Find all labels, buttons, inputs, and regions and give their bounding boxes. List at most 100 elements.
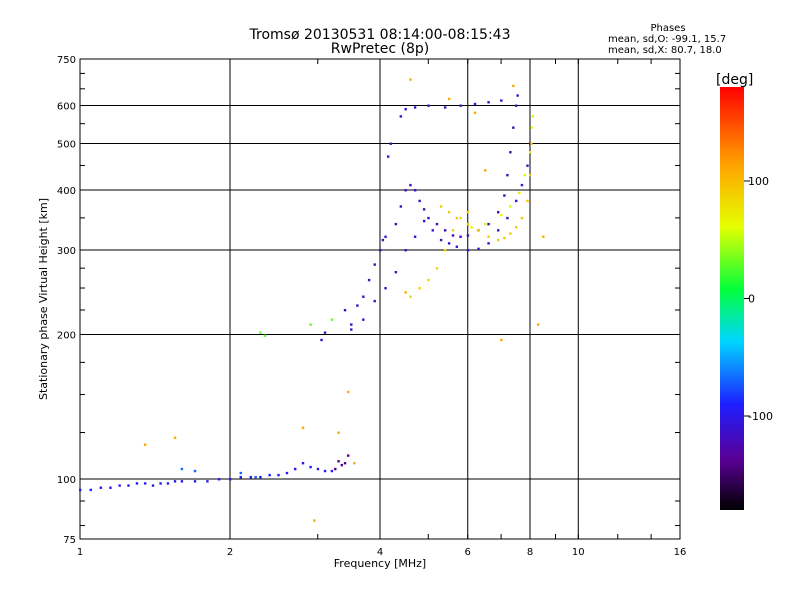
data-point xyxy=(217,478,221,481)
data-point xyxy=(427,104,430,107)
data-point xyxy=(447,242,451,245)
data-point xyxy=(334,467,337,471)
colorbar-tick-label: -100 xyxy=(748,410,773,423)
data-point xyxy=(506,216,509,220)
data-point xyxy=(466,234,470,237)
data-point xyxy=(350,323,353,326)
y-tick-label: 600 xyxy=(57,102,76,113)
data-point xyxy=(384,235,387,238)
data-point xyxy=(409,78,412,81)
phase-box-title: Phases xyxy=(650,23,686,34)
grid-lines xyxy=(80,59,680,539)
data-point xyxy=(466,222,470,226)
data-point xyxy=(259,331,262,334)
data-point xyxy=(512,126,515,129)
data-point xyxy=(530,126,533,129)
data-point xyxy=(381,238,385,242)
data-point xyxy=(413,189,417,192)
data-point xyxy=(418,287,421,290)
data-point xyxy=(451,234,455,237)
data-point xyxy=(301,426,305,429)
data-point xyxy=(346,454,350,457)
data-point xyxy=(466,249,470,252)
data-point xyxy=(384,287,387,290)
data-point xyxy=(536,323,540,326)
data-point xyxy=(447,97,451,101)
data-point xyxy=(477,247,480,251)
data-point xyxy=(394,270,398,274)
data-point xyxy=(439,205,443,208)
data-point xyxy=(193,480,197,483)
data-point xyxy=(529,151,532,154)
data-point xyxy=(404,189,407,192)
data-point xyxy=(285,471,289,475)
data-point xyxy=(254,475,257,479)
data-point xyxy=(484,222,487,226)
colorbar xyxy=(720,87,744,510)
data-point xyxy=(346,390,350,394)
data-point xyxy=(520,183,524,187)
data-point xyxy=(477,229,480,232)
data-point xyxy=(362,295,365,298)
data-point xyxy=(239,475,242,479)
data-point xyxy=(531,115,535,118)
data-point xyxy=(455,216,459,220)
data-point xyxy=(367,278,371,282)
data-point xyxy=(330,469,334,473)
data-point xyxy=(517,191,521,195)
data-point xyxy=(323,331,327,334)
data-point xyxy=(515,199,518,203)
y-tick-label: 75 xyxy=(63,535,76,546)
data-point xyxy=(229,478,232,481)
data-point xyxy=(509,205,512,208)
data-point xyxy=(316,467,320,471)
data-point xyxy=(516,94,519,97)
data-point xyxy=(487,242,490,245)
data-point xyxy=(413,235,417,238)
data-point xyxy=(135,482,139,485)
data-point xyxy=(503,236,506,240)
phase-box-line-o: mean, sd,O: -99.1, 15.7 xyxy=(608,34,727,45)
data-point xyxy=(159,482,162,485)
data-point xyxy=(323,469,327,473)
data-point xyxy=(143,443,147,446)
data-point xyxy=(509,232,512,235)
data-point xyxy=(340,463,344,467)
data-point xyxy=(320,338,323,342)
data-point xyxy=(301,461,305,465)
y-tick-label: 200 xyxy=(57,331,76,342)
data-point xyxy=(451,229,455,232)
data-point xyxy=(399,205,403,208)
y-tick-label: 500 xyxy=(57,140,76,151)
data-point xyxy=(386,155,390,158)
data-point xyxy=(79,488,82,492)
data-point xyxy=(356,304,359,307)
data-point xyxy=(362,318,365,321)
colorbar-tick-label: 100 xyxy=(748,175,769,188)
data-point xyxy=(127,484,130,487)
data-point xyxy=(330,318,334,321)
data-point xyxy=(350,328,353,331)
data-point xyxy=(515,226,518,229)
data-point xyxy=(389,142,392,145)
data-point xyxy=(409,183,412,187)
data-point xyxy=(496,238,500,242)
data-point xyxy=(293,467,297,471)
data-point xyxy=(109,486,112,489)
data-point xyxy=(422,208,426,211)
data-point xyxy=(263,334,267,337)
data-point xyxy=(512,84,515,88)
y-tick-label: 750 xyxy=(57,55,76,66)
data-point xyxy=(496,211,500,214)
data-point xyxy=(530,142,533,145)
data-point xyxy=(180,480,184,483)
colorbar-tick-label: 0 xyxy=(748,293,755,306)
chart-title: Tromsø 20130531 08:14:00-08:15:43 xyxy=(249,27,511,43)
data-point xyxy=(404,249,407,252)
data-point xyxy=(443,106,447,109)
x-axis-label: Frequency [MHz] xyxy=(334,557,426,570)
data-point xyxy=(443,229,447,232)
x-tick-label: 1 xyxy=(77,547,83,558)
data-point xyxy=(313,519,316,522)
data-point xyxy=(431,229,434,232)
